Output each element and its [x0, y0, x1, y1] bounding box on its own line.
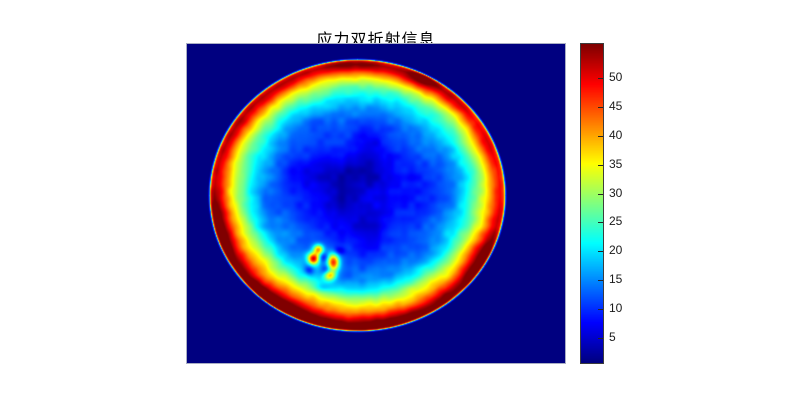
colorbar-tick-label: 40 — [609, 128, 623, 142]
colorbar-tick-mark — [598, 107, 603, 108]
colorbar-tick-label: 5 — [609, 330, 616, 344]
colorbar-tick-mark — [598, 136, 603, 137]
colorbar-tick-label: 50 — [609, 70, 623, 84]
colorbar-tick-label: 15 — [609, 272, 623, 286]
colorbar-tick-label: 10 — [609, 301, 623, 315]
colorbar-tick-label: 25 — [609, 214, 623, 228]
colorbar-gradient-canvas — [581, 44, 603, 363]
plot-area — [186, 43, 566, 364]
colorbar-tick-mark — [598, 338, 603, 339]
colorbar-tick-label: 45 — [609, 99, 623, 113]
colorbar-tick-mark — [598, 280, 603, 281]
colorbar-tick-labels: 5 10 15 20 25 30 35 40 45 50 — [609, 43, 649, 364]
colorbar-tick-label: 20 — [609, 243, 623, 257]
colorbar-tick-mark — [598, 251, 603, 252]
wafer-heatmap-canvas — [187, 44, 565, 363]
colorbar-tick-mark — [598, 78, 603, 79]
colorbar-tick-label: 30 — [609, 186, 623, 200]
colorbar-tick-label: 35 — [609, 157, 623, 171]
colorbar-tick-mark — [598, 222, 603, 223]
colorbar — [580, 43, 604, 364]
colorbar-tick-mark — [598, 194, 603, 195]
colorbar-tick-mark — [598, 309, 603, 310]
colorbar-tick-mark — [598, 165, 603, 166]
